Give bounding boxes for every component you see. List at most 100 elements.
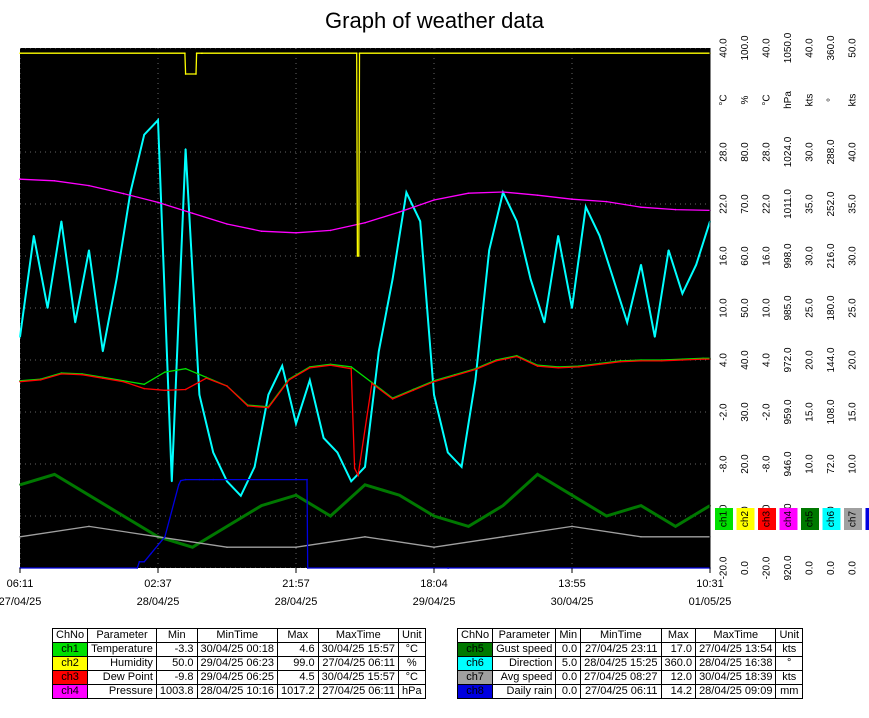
data-point-ch3	[640, 360, 642, 362]
data-point-ch6	[378, 350, 380, 353]
unit-cell: kts	[775, 670, 804, 685]
table-header: Max	[660, 628, 697, 643]
data-point-ch1	[143, 383, 145, 386]
channel-tag-label: ch1	[719, 511, 730, 528]
table-row: ch8 Daily rain 0.0 27/04/25 06:11 14.2 28/04/…	[456, 684, 804, 699]
channel-cell: ch8	[456, 684, 494, 699]
data-point-ch5	[295, 494, 297, 497]
axis-tick-label: 0.0	[826, 561, 837, 575]
table-row: ch6 Direction 5.0 28/04/25 15:25 360.0 28/04/…	[456, 656, 804, 671]
data-point-ch6	[60, 220, 63, 223]
parameter-cell: Direction	[492, 656, 557, 671]
axis-tick-label: 972.0	[783, 347, 794, 372]
data-point-ch5	[467, 525, 470, 528]
data-point-ch4	[364, 222, 366, 224]
axis-tick-label: 30.0	[805, 142, 816, 162]
data-point-ch3	[371, 382, 373, 385]
channel-tag-ch1	[715, 508, 733, 530]
axis-tick-label: 35.0	[848, 194, 859, 214]
unit-cell: kts	[775, 642, 804, 657]
axis-tick-label: 144.0	[826, 347, 837, 372]
data-point-ch4	[53, 180, 56, 182]
max-cell: 14.2	[660, 684, 697, 699]
axis-tick-label: 35.0	[805, 194, 816, 214]
data-point-ch3	[350, 367, 353, 370]
axis-tick-label: 1050.0	[783, 32, 794, 63]
data-point-ch2	[357, 255, 360, 257]
data-point-ch5	[571, 494, 573, 497]
data-point-ch5	[536, 473, 539, 476]
data-point-ch7	[295, 546, 297, 548]
table-row: ch2 Humidity 50.0 29/04/25 06:23 99.0 27/04/2…	[51, 656, 426, 671]
unit-cell: °C	[398, 642, 426, 657]
data-point-ch6	[460, 466, 463, 468]
axis-tick-label: -8.0	[762, 455, 773, 473]
axis-tick-label: 0.0	[848, 561, 859, 575]
data-point-ch6	[226, 480, 228, 483]
mintime-cell: 27/04/25 08:27	[580, 670, 662, 685]
max-cell: 12.0	[660, 670, 697, 685]
data-point-ch4	[398, 211, 401, 213]
data-point-ch6	[171, 480, 173, 483]
unit-cell: hPa	[398, 684, 426, 699]
data-point-ch3	[557, 367, 559, 369]
data-point-ch2	[201, 52, 203, 54]
axis-tick-label: 60.0	[740, 246, 751, 266]
data-point-ch8	[177, 484, 180, 486]
data-point-ch6	[433, 393, 435, 396]
min-cell: 0.0	[555, 684, 582, 699]
data-point-ch8	[179, 479, 182, 482]
data-point-ch3	[578, 366, 580, 368]
data-point-ch6	[281, 364, 284, 367]
data-point-ch2	[19, 52, 21, 54]
maxtime-cell: 30/04/25 15:57	[317, 670, 400, 685]
axis-tick-label: 40.0	[740, 350, 751, 370]
data-point-ch6	[102, 350, 104, 353]
x-tick-time: 06:11	[7, 578, 34, 590]
data-point-ch3	[19, 380, 21, 383]
axis-tick-label: 0.0	[740, 561, 751, 575]
data-point-ch5	[433, 515, 435, 517]
data-point-ch6	[322, 437, 325, 439]
data-point-ch6	[240, 494, 242, 497]
data-point-ch3	[102, 377, 104, 380]
data-point-ch6	[88, 249, 90, 252]
data-point-ch8	[306, 567, 309, 569]
max-cell: 99.0	[276, 656, 319, 671]
data-point-ch3	[164, 389, 166, 392]
data-point-ch2	[195, 52, 198, 54]
data-point-ch6	[488, 249, 491, 252]
data-point-ch5	[122, 515, 125, 517]
axis-tick-label: 288.0	[826, 139, 837, 164]
parameter-cell: Dew Point	[87, 670, 157, 685]
data-point-ch3	[329, 364, 332, 367]
data-point-ch3	[353, 467, 356, 470]
table-header: Parameter	[492, 628, 557, 643]
data-point-ch3	[453, 374, 456, 377]
data-point-ch3	[122, 380, 125, 383]
parameter-cell: Gust speed	[492, 642, 557, 657]
weather-chart: 06:11 27/04/25 02:37 28/04/25 21:57 28/04/25 1…	[0, 32, 869, 608]
axis-tick-label: 985.0	[783, 295, 794, 320]
axis-tick-label: 920.0	[783, 555, 794, 580]
axis-tick-label: 15.0	[805, 402, 816, 422]
axis-tick-label: 16.0	[719, 246, 730, 266]
table-row: ch5 Gust speed 0.0 27/04/25 23:11 17.0 27/04/…	[456, 642, 804, 657]
axis-tick-label: 1011.0	[783, 189, 794, 219]
axis-tick-label: -2.0	[762, 403, 773, 421]
data-point-ch8	[184, 478, 187, 481]
axis-tick-label: 40.0	[805, 38, 816, 58]
axis-tick-label: 50.0	[848, 38, 859, 58]
data-point-ch5	[260, 504, 263, 507]
data-point-ch7	[88, 525, 90, 528]
data-point-ch7	[640, 536, 642, 538]
data-point-ch6	[557, 234, 559, 237]
data-point-ch6	[309, 379, 311, 382]
data-point-ch2	[195, 73, 197, 75]
data-point-ch4	[640, 206, 642, 208]
axis-tick-label: 360.0	[826, 35, 837, 60]
data-point-ch5	[398, 494, 401, 497]
data-point-ch6	[19, 336, 21, 338]
data-point-ch6	[129, 191, 132, 194]
min-cell: -3.3	[155, 642, 198, 657]
